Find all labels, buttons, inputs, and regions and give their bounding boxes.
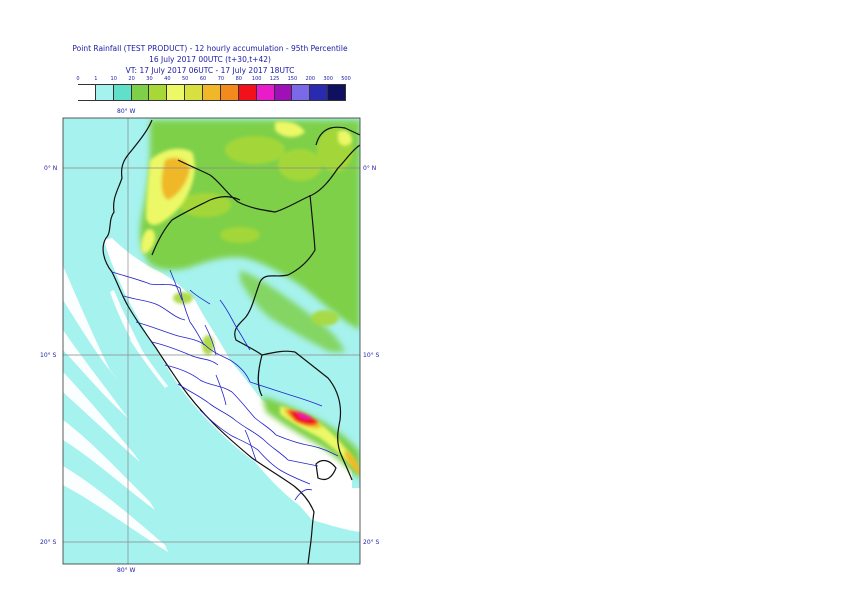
legend-swatch	[256, 85, 275, 100]
lon-label-bottom: 80° W	[117, 567, 136, 574]
lat-label-right-10: 10° S	[363, 352, 380, 359]
ocean-dry-streaks	[63, 266, 168, 552]
legend-swatch	[167, 85, 186, 100]
legend-swatch	[113, 85, 132, 100]
title-line-1: Point Rainfall (TEST PRODUCT) - 12 hourl…	[72, 44, 348, 53]
legend-tick-label: 0	[76, 76, 80, 82]
legend-tick-label: 80	[235, 76, 242, 82]
lat-label-left-10: 10° S	[40, 352, 57, 359]
legend-swatch	[310, 85, 329, 100]
legend-swatch	[274, 85, 293, 100]
lon-label-top: 80° W	[117, 108, 136, 115]
legend-tick-label: 1	[94, 76, 98, 82]
legend-tick-label: 10	[110, 76, 117, 82]
legend-tick-label: 30	[146, 76, 153, 82]
lat-label-left-0: 0° N	[44, 165, 58, 172]
legend-swatch	[220, 85, 239, 100]
lat-label-right-20: 20° S	[363, 539, 380, 546]
lat-label-left-20: 20° S	[40, 539, 57, 546]
legend-tick-label: 300	[323, 76, 333, 82]
regional-borders	[111, 269, 339, 501]
legend-swatch	[149, 85, 168, 100]
legend-tick-label: 50	[182, 76, 189, 82]
map-field	[63, 118, 360, 564]
legend-tick-label: 125	[269, 76, 280, 82]
legend-swatch	[185, 85, 204, 100]
lat-label-right-0: 0° N	[363, 165, 377, 172]
title-line-2: 16 July 2017 00UTC (t+30,t+42)	[149, 55, 271, 64]
legend-tick-label: 200	[305, 76, 316, 82]
legend-tick-label: 150	[287, 76, 298, 82]
legend-swatch	[328, 85, 346, 100]
country-borders	[102, 119, 360, 564]
legend-swatch	[78, 85, 96, 100]
legend-tick-label: 500	[341, 76, 351, 82]
legend-tick-label: 60	[199, 76, 207, 82]
map-frame	[62, 117, 361, 565]
legend-swatch	[238, 85, 257, 100]
legend-tick-label: 20	[128, 76, 135, 82]
legend-swatch	[131, 85, 150, 100]
legend-swatch	[95, 85, 114, 100]
legend-swatch	[292, 85, 311, 100]
legend-tick-label: 100	[251, 76, 262, 82]
rain-intense-southeast	[262, 396, 360, 480]
legend-tick-label: 70	[217, 76, 225, 82]
title-line-3: VT: 17 July 2017 06UTC - 17 July 2017 18…	[125, 66, 295, 75]
legend-tick-label: 40	[164, 76, 171, 82]
land-dry-south	[255, 462, 360, 532]
legend-swatch	[203, 85, 221, 100]
